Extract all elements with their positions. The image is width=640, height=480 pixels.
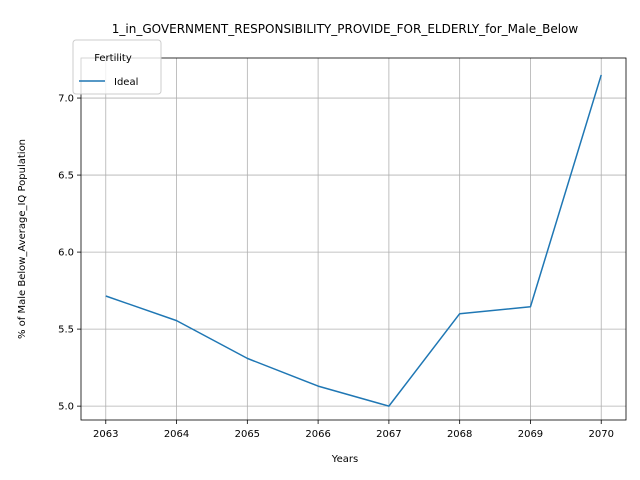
x-tick-label: 2069 [518, 429, 543, 440]
series-group [105, 74, 602, 407]
y-tick-label: 5.0 [58, 402, 74, 413]
grid-lines [81, 58, 626, 420]
x-tick-label: 2070 [589, 429, 614, 440]
x-axis-label: Years [331, 454, 358, 465]
y-axis-ticks: 5.0 5.5 6.0 6.5 7.0 [58, 94, 81, 413]
plot-area-frame [80, 57, 627, 421]
chart-title: 1_in_GOVERNMENT_RESPONSIBILITY_PROVIDE_F… [112, 22, 579, 36]
x-tick-label: 2064 [164, 429, 189, 440]
y-tick-label: 6.0 [58, 248, 74, 259]
x-tick-label: 2068 [447, 429, 472, 440]
y-tick-label: 6.5 [58, 171, 74, 182]
x-axis-ticks: 2063 2064 2065 2066 2067 2068 2069 2070 [93, 420, 614, 440]
series-line-ideal [105, 74, 602, 407]
legend-label-ideal: Ideal [114, 77, 138, 88]
x-tick-label: 2066 [305, 429, 330, 440]
legend-title: Fertility [94, 53, 132, 64]
y-tick-label: 5.5 [58, 325, 74, 336]
legend: Fertility Ideal [72, 39, 162, 95]
x-tick-label: 2067 [376, 429, 401, 440]
x-tick-label: 2063 [93, 429, 118, 440]
x-tick-label: 2065 [235, 429, 260, 440]
y-tick-label: 7.0 [58, 94, 74, 105]
y-axis-label: % of Male Below_Average_IQ Population [17, 139, 28, 339]
